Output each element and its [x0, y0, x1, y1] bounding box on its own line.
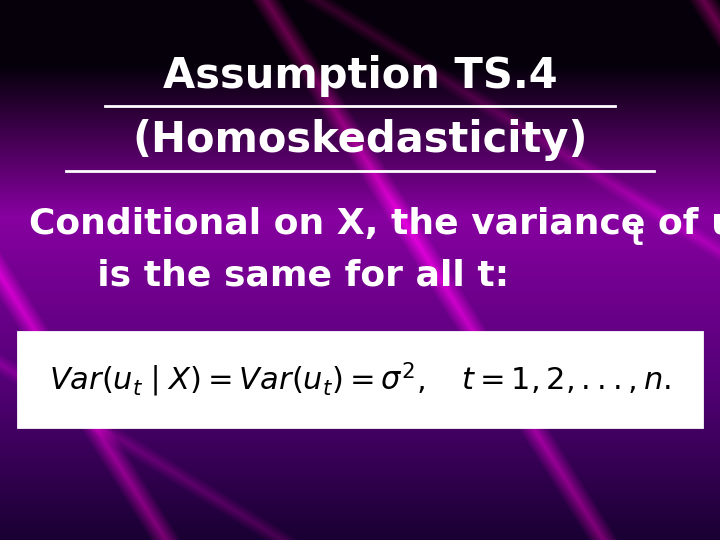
- Text: $Var(u_t \mid X) = Var(u_t) = \sigma^2, \quad t = 1,2,...,n.$: $Var(u_t \mid X) = Var(u_t) = \sigma^2, …: [49, 360, 671, 399]
- Text: (Homoskedasticity): (Homoskedasticity): [132, 119, 588, 161]
- Text: Conditional on X, the variance of u: Conditional on X, the variance of u: [29, 207, 720, 241]
- Text: Assumption TS.4: Assumption TS.4: [163, 55, 557, 97]
- FancyBboxPatch shape: [18, 332, 702, 427]
- Text: is the same for all t:: is the same for all t:: [72, 259, 509, 292]
- Text: t: t: [631, 225, 644, 251]
